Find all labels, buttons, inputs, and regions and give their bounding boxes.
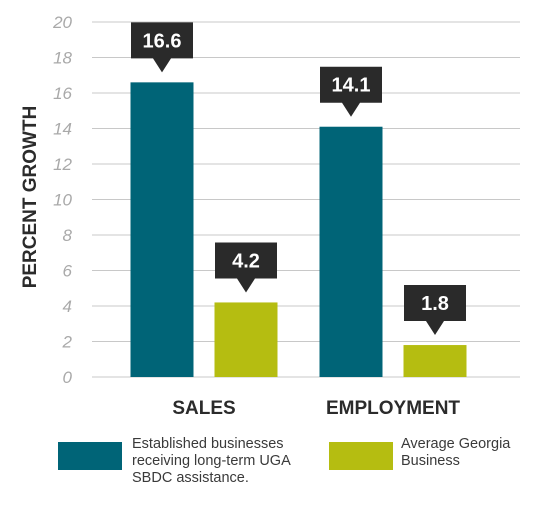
bar-sales-series-1	[130, 82, 194, 377]
legend-label-average: Average Georgia Business	[401, 436, 511, 469]
legend: Established businesses receiving long-te…	[58, 436, 528, 496]
bar-sales-series-2	[214, 302, 278, 377]
data-label-box	[320, 66, 382, 117]
category-label-employment: EMPLOYMENT	[326, 398, 460, 419]
y-tick-label: 20	[52, 13, 72, 32]
data-label: 4.2	[232, 250, 260, 272]
category-label-sales: SALES	[172, 398, 235, 419]
y-tick-label: 18	[53, 49, 72, 68]
bar-employment-series-2	[403, 345, 467, 377]
data-label-box	[404, 285, 466, 336]
y-tick-label: 4	[63, 297, 72, 316]
data-label-box	[131, 22, 193, 73]
legend-swatch-established	[58, 442, 122, 470]
legend-swatch-average	[329, 442, 393, 470]
data-label-box	[215, 242, 277, 293]
y-tick-label: 10	[53, 191, 72, 210]
y-axis-ticks: 0 2 4 6 8 10 12 14 16 18 20	[52, 13, 72, 387]
x-axis-categories: SALES EMPLOYMENT	[172, 398, 460, 419]
y-tick-label: 16	[53, 84, 72, 103]
data-label: 16.6	[143, 30, 182, 52]
bar-employment-series-1	[319, 126, 383, 377]
y-tick-label: 12	[53, 155, 72, 174]
y-axis-title: PERCENT GROWTH	[20, 106, 41, 289]
y-tick-label: 14	[53, 120, 72, 139]
data-label: 1.8	[421, 293, 449, 315]
y-tick-label: 2	[62, 333, 73, 352]
data-labels: 16.6 4.2 14.1 1.8	[131, 22, 466, 336]
legend-label-established: Established businesses receiving long-te…	[132, 436, 291, 486]
bars	[130, 82, 467, 377]
y-tick-label: 6	[63, 262, 73, 281]
y-tick-label: 0	[63, 368, 73, 387]
y-tick-label: 8	[63, 226, 73, 245]
bar-chart: 0 2 4 6 8 10 12 14 16 18 20 PERCENT GROWTH 16.6 4.2…	[20, 13, 520, 419]
data-label: 14.1	[332, 75, 371, 97]
